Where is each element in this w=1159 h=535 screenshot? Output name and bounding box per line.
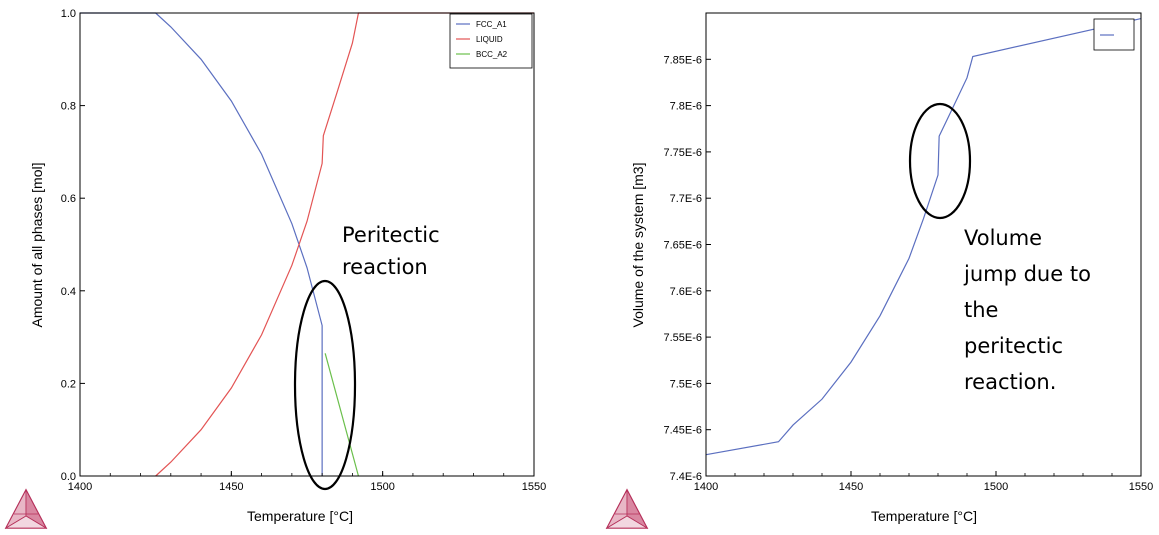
x-tick-group: 1400 1450 1500 1550 bbox=[694, 471, 1153, 493]
x-axis-label: Temperature [°C] bbox=[247, 508, 353, 524]
series-line-liquid bbox=[155, 12, 534, 477]
y-tick-group: 7.4E-6 7.45E-6 7.5E-6 7.55E-6 7.6E-6 7.65E-6 7… bbox=[663, 54, 711, 483]
thermo-calc-logo-icon bbox=[605, 488, 649, 530]
x-axis-label: Temperature [°C] bbox=[871, 508, 977, 524]
y-tick-label: 7.45E-6 bbox=[663, 425, 702, 437]
legend-label: LIQUID bbox=[476, 35, 503, 44]
volume-jump-annotation: Volume jump due to the peritectic reaction. bbox=[963, 226, 1091, 394]
annotation-line: reaction bbox=[342, 255, 428, 279]
y-axis-label: Volume of the system [m3] bbox=[630, 163, 646, 328]
y-tick-label: 7.6E-6 bbox=[670, 286, 702, 298]
y-axis-label: Amount of all phases [mol] bbox=[29, 163, 45, 328]
annotation-line: the bbox=[964, 298, 998, 322]
annotation-line: jump due to bbox=[963, 262, 1091, 286]
y-tick-label: 7.4E-6 bbox=[670, 471, 702, 483]
x-tick-label: 1450 bbox=[219, 481, 243, 493]
volume-series-group bbox=[705, 17, 1142, 456]
y-tick-label: 7.75E-6 bbox=[663, 147, 702, 159]
y-tick-group: 0.0 0.2 0.4 0.6 0.8 1.0 bbox=[61, 8, 85, 483]
y-tick-label: 0.6 bbox=[61, 193, 76, 205]
x-tick-label: 1400 bbox=[694, 481, 718, 493]
highlight-ellipse bbox=[293, 279, 357, 491]
y-tick-label: 1.0 bbox=[61, 8, 76, 20]
legend-label: BCC_A2 bbox=[476, 50, 508, 59]
annotation-line: Peritectic bbox=[342, 223, 440, 247]
x-tick-label: 1500 bbox=[370, 481, 394, 493]
thermo-calc-logo-icon bbox=[4, 488, 48, 530]
annotation-line: peritectic bbox=[964, 334, 1063, 358]
y-tick-label: 7.8E-6 bbox=[670, 101, 702, 113]
y-tick-label: 7.55E-6 bbox=[663, 332, 702, 344]
peritectic-annotation: Peritectic reaction bbox=[342, 223, 440, 279]
annotation-line: reaction. bbox=[964, 370, 1056, 394]
y-tick-label: 7.7E-6 bbox=[670, 193, 702, 205]
x-tick-group: 1400 1450 1500 1550 bbox=[68, 471, 546, 493]
annotation-line: Volume bbox=[964, 226, 1042, 250]
series-line-fcc-a1 bbox=[80, 12, 323, 476]
y-tick-label: 0.4 bbox=[61, 286, 76, 298]
legend bbox=[1093, 18, 1135, 51]
x-tick-label: 1500 bbox=[984, 481, 1008, 493]
plot-frame bbox=[79, 12, 535, 477]
y-tick-label: 0.2 bbox=[61, 378, 76, 390]
y-tick-label: 7.5E-6 bbox=[670, 378, 702, 390]
y-tick-label: 0.0 bbox=[61, 471, 76, 483]
legend-box bbox=[449, 13, 533, 69]
y-tick-label: 0.8 bbox=[61, 101, 76, 113]
legend: FCC_A1 LIQUID BCC_A2 bbox=[449, 13, 533, 69]
series-line-bcc-a2 bbox=[324, 353, 360, 477]
x-tick-label: 1400 bbox=[68, 481, 92, 493]
x-tick-label: 1550 bbox=[1129, 481, 1153, 493]
volume-chart: 1400 1450 1500 1550 7.4E-6 7.45E-6 7.5E-6 7.55… bbox=[630, 12, 1153, 524]
y-tick-label: 7.65E-6 bbox=[663, 240, 702, 252]
x-tick-label: 1550 bbox=[522, 481, 546, 493]
y-tick-label: 7.85E-6 bbox=[663, 54, 702, 66]
phase-series-group bbox=[80, 12, 534, 477]
peritectic-ellipse bbox=[293, 279, 357, 491]
x-tick-label: 1450 bbox=[839, 481, 863, 493]
highlight-ellipse bbox=[908, 102, 972, 220]
legend-label: FCC_A1 bbox=[476, 20, 507, 29]
plot-frame bbox=[705, 12, 1142, 477]
series-line-volume bbox=[705, 17, 1142, 456]
phase-amount-chart: 1400 1450 1500 1550 0.0 0.2 0.4 0.6 0.8 1.0 Temp… bbox=[29, 8, 546, 524]
volume-jump-ellipse bbox=[908, 102, 972, 220]
